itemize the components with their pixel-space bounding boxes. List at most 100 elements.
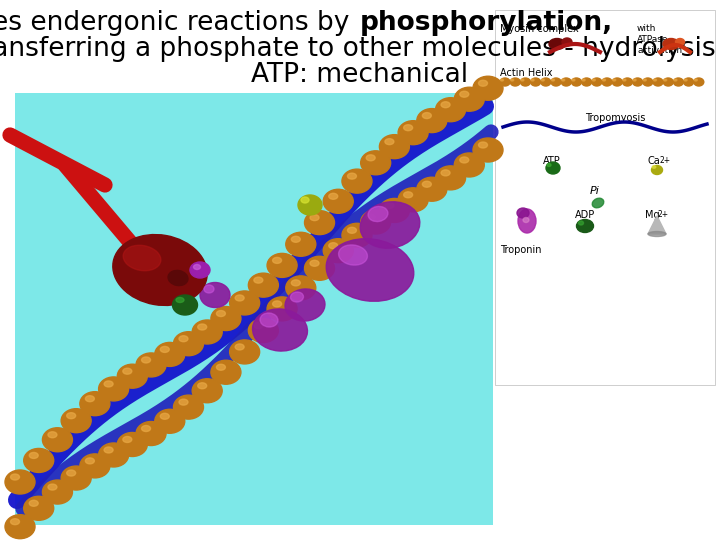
Ellipse shape: [441, 170, 450, 176]
Ellipse shape: [155, 342, 185, 367]
Ellipse shape: [342, 224, 372, 247]
Ellipse shape: [48, 432, 57, 438]
Ellipse shape: [654, 79, 657, 81]
Ellipse shape: [582, 78, 592, 86]
Ellipse shape: [441, 102, 450, 107]
Ellipse shape: [323, 239, 354, 262]
Ellipse shape: [310, 214, 319, 221]
Text: ATP: mechanical: ATP: mechanical: [251, 62, 469, 88]
Ellipse shape: [385, 202, 394, 208]
Ellipse shape: [531, 79, 534, 81]
Ellipse shape: [24, 448, 54, 472]
Ellipse shape: [368, 206, 388, 221]
Ellipse shape: [342, 169, 372, 193]
Ellipse shape: [198, 324, 207, 330]
Ellipse shape: [168, 271, 188, 286]
Ellipse shape: [200, 282, 230, 307]
Ellipse shape: [5, 515, 35, 539]
Ellipse shape: [99, 443, 129, 467]
Ellipse shape: [460, 91, 469, 97]
Ellipse shape: [5, 470, 35, 494]
Ellipse shape: [217, 364, 225, 370]
Ellipse shape: [521, 79, 524, 81]
Text: Pi: Pi: [590, 186, 600, 196]
Ellipse shape: [675, 38, 685, 45]
Ellipse shape: [398, 121, 428, 145]
Ellipse shape: [86, 396, 94, 402]
Ellipse shape: [523, 218, 529, 222]
Ellipse shape: [423, 113, 431, 119]
Ellipse shape: [454, 87, 485, 111]
FancyBboxPatch shape: [495, 10, 715, 385]
Ellipse shape: [436, 166, 466, 190]
Text: ADP: ADP: [575, 210, 595, 220]
Ellipse shape: [622, 78, 632, 86]
Text: Troponin: Troponin: [500, 245, 541, 255]
Ellipse shape: [211, 307, 241, 330]
Ellipse shape: [80, 454, 110, 478]
Ellipse shape: [67, 413, 76, 418]
Ellipse shape: [582, 79, 585, 81]
Ellipse shape: [546, 162, 560, 174]
Ellipse shape: [473, 76, 503, 100]
Ellipse shape: [551, 78, 561, 86]
Ellipse shape: [192, 379, 222, 403]
Ellipse shape: [24, 496, 54, 520]
Ellipse shape: [123, 436, 132, 442]
Ellipse shape: [561, 78, 571, 86]
Ellipse shape: [301, 197, 309, 203]
Text: phosphorylation,: phosphorylation,: [360, 10, 613, 36]
Ellipse shape: [61, 466, 91, 490]
Ellipse shape: [104, 447, 113, 453]
Ellipse shape: [398, 188, 428, 212]
Ellipse shape: [198, 383, 207, 389]
Ellipse shape: [436, 98, 466, 122]
Text: ATPase: ATPase: [637, 35, 668, 44]
Ellipse shape: [179, 336, 188, 342]
Ellipse shape: [254, 322, 263, 328]
Ellipse shape: [298, 195, 322, 215]
Ellipse shape: [254, 277, 263, 283]
Ellipse shape: [541, 79, 544, 81]
Ellipse shape: [572, 79, 575, 81]
Ellipse shape: [404, 125, 413, 131]
Text: Mg: Mg: [645, 210, 660, 220]
Ellipse shape: [547, 164, 551, 166]
Ellipse shape: [653, 78, 663, 86]
Ellipse shape: [204, 285, 214, 293]
Ellipse shape: [179, 399, 188, 405]
Ellipse shape: [142, 426, 150, 431]
Ellipse shape: [552, 79, 554, 81]
Ellipse shape: [603, 79, 606, 81]
Ellipse shape: [176, 298, 184, 302]
Ellipse shape: [194, 265, 200, 269]
Ellipse shape: [593, 79, 595, 81]
Ellipse shape: [48, 484, 57, 490]
Ellipse shape: [592, 78, 602, 86]
Ellipse shape: [155, 409, 185, 433]
Ellipse shape: [174, 395, 204, 419]
Ellipse shape: [510, 79, 513, 81]
Ellipse shape: [273, 301, 282, 307]
Ellipse shape: [361, 210, 391, 234]
Ellipse shape: [500, 78, 510, 86]
Ellipse shape: [643, 79, 647, 81]
Text: 2+: 2+: [658, 210, 669, 219]
Ellipse shape: [161, 347, 169, 353]
Ellipse shape: [86, 458, 94, 464]
Ellipse shape: [348, 173, 356, 179]
Polygon shape: [648, 216, 666, 234]
Ellipse shape: [518, 209, 536, 233]
Ellipse shape: [230, 340, 260, 364]
Ellipse shape: [273, 258, 282, 264]
Ellipse shape: [190, 262, 210, 278]
Ellipse shape: [664, 79, 667, 81]
Ellipse shape: [30, 453, 38, 458]
Ellipse shape: [192, 320, 222, 344]
Text: Ca: Ca: [647, 156, 660, 166]
Ellipse shape: [61, 409, 91, 433]
Ellipse shape: [663, 38, 679, 50]
Ellipse shape: [684, 79, 687, 81]
Ellipse shape: [42, 428, 73, 452]
Ellipse shape: [235, 295, 244, 301]
